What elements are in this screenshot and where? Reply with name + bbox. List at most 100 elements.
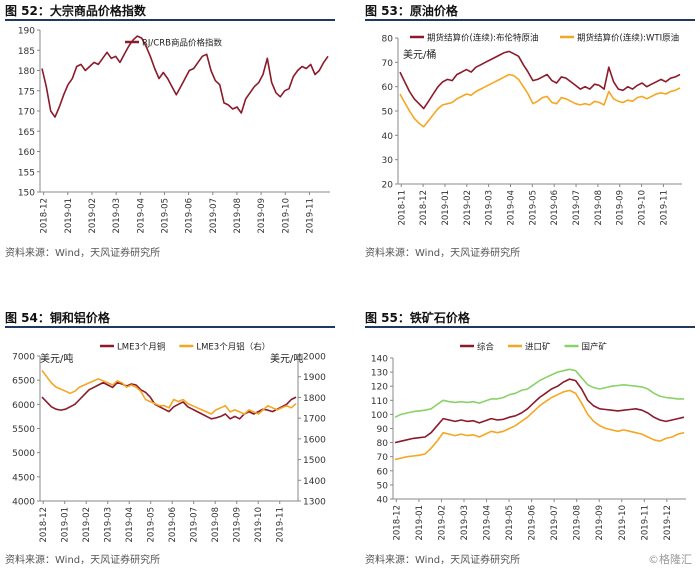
copper_aluminum-ytick-right-label: 2000 — [303, 353, 326, 363]
copper_aluminum-ytick-label: 7000 — [12, 353, 35, 363]
copper_aluminum-xtick-label: 2019-04 — [125, 507, 135, 543]
copper_aluminum-unit-label-right: 美元/吨 — [270, 352, 303, 365]
oil-ytick-label: 20 — [382, 181, 394, 191]
oil-ytick-label: 60 — [382, 83, 394, 93]
crb-xtick-label: 2019-03 — [112, 198, 122, 234]
iron_ore-series-2-line — [394, 368, 684, 418]
copper_aluminum-ytick-label: 5500 — [12, 425, 35, 435]
copper_aluminum-ytick-label: 6500 — [12, 377, 35, 387]
crb-xtick-label: 2019-10 — [281, 198, 291, 234]
oil-xtick-label: 2019-02 — [463, 190, 473, 226]
iron_ore-ytick-label: 120 — [371, 383, 388, 393]
copper_aluminum-xtick-label: 2019-06 — [168, 507, 178, 543]
panel-52-source: 资料来源：Wind，天风证券研究所 — [5, 248, 161, 259]
crb-xtick-label: 2019-01 — [64, 198, 74, 234]
iron_ore-xtick-label: 2019-06 — [528, 505, 538, 541]
crb-xtick-label: 2018-12 — [40, 198, 50, 234]
panel-52-title: 图 52：大宗商品价格指数 — [5, 4, 146, 18]
oil-xtick-label: 2019-08 — [594, 190, 604, 226]
copper_aluminum-xtick-label: 2019-11 — [276, 507, 286, 543]
crb-xtick-label: 2019-07 — [209, 198, 219, 234]
panel-55-source: 资料来源：Wind，天风证券研究所 — [365, 555, 521, 566]
crb-ytick-label: 165 — [18, 128, 35, 138]
iron_ore-xtick-label: 2019-01 — [415, 505, 425, 541]
panel-55-title-rule — [365, 326, 695, 328]
copper_aluminum-xtick-label: 2019-03 — [104, 507, 114, 543]
copper_aluminum-ytick-right-label: 1300 — [303, 498, 326, 508]
iron_ore-xtick-label: 2019-07 — [550, 505, 560, 541]
copper_aluminum-ytick-label: 4500 — [12, 473, 35, 483]
copper_aluminum-xtick-label: 2019-10 — [254, 507, 264, 543]
panel-54-title: 图 54：铜和铝价格 — [5, 311, 110, 325]
iron_ore-legend-label-1: 进口矿 — [525, 342, 551, 353]
crb-xtick-label: 2019-09 — [257, 198, 267, 234]
oil-xtick-label: 2018-11 — [397, 190, 407, 226]
copper_aluminum-ytick-label: 6000 — [12, 401, 35, 411]
oil-xtick-label: 2019-05 — [528, 190, 538, 226]
copper_aluminum-ytick-right-label: 1600 — [303, 435, 326, 445]
copper_aluminum-xtick-label: 2019-08 — [211, 507, 221, 543]
oil-xtick-label: 2019-01 — [441, 190, 451, 226]
copper_aluminum-xtick-label: 2019-02 — [82, 507, 92, 543]
iron_ore-xtick-label: 2019-09 — [595, 505, 605, 541]
iron_ore-ytick-label: 90 — [377, 425, 389, 435]
copper_aluminum-ytick-right-label: 1400 — [303, 477, 326, 487]
panel-54-title-rule — [5, 326, 335, 328]
oil-ytick-label: 50 — [382, 108, 394, 118]
oil-legend-label-1: 期货结算价(连续):WTI原油 — [577, 33, 679, 44]
oil-ytick-label: 80 — [382, 35, 394, 45]
iron_ore-series-0-line — [394, 378, 685, 444]
oil-xtick-label: 2019-09 — [616, 190, 626, 226]
crb-xtick-label: 2019-11 — [305, 198, 315, 234]
iron_ore-ytick-label: 40 — [377, 496, 389, 506]
copper_aluminum-unit-label-left: 美元/吨 — [40, 352, 73, 365]
iron_ore-legend-label-2: 国产矿 — [582, 342, 608, 353]
panel-53-title: 图 53：原油价格 — [365, 4, 458, 18]
iron_ore-xtick-label: 2019-12 — [663, 505, 673, 541]
oil-xtick-label: 2019-06 — [550, 190, 560, 226]
oil-xtick-label: 2018-12 — [419, 190, 429, 226]
oil-legend-label-0: 期货结算价(连续):布伦特原油 — [427, 33, 539, 44]
crb-ytick-label: 150 — [18, 189, 35, 199]
iron_ore-xtick-label: 2019-10 — [618, 505, 628, 541]
crb-ytick-label: 190 — [18, 27, 35, 37]
oil-series-0-line — [399, 50, 681, 110]
copper_aluminum-ytick-right-label: 1900 — [303, 373, 326, 383]
panel-53-title-rule — [365, 19, 695, 21]
oil-ytick-label: 30 — [382, 156, 394, 166]
crb-ytick-label: 185 — [18, 47, 35, 57]
oil-xtick-label: 2019-03 — [485, 190, 495, 226]
copper_aluminum-xtick-label: 2019-07 — [190, 507, 200, 543]
crb-ytick-label: 175 — [18, 87, 35, 97]
iron_ore-xtick-label: 2019-11 — [640, 505, 650, 541]
oil-xtick-label: 2019-04 — [507, 190, 517, 226]
copper_aluminum-ytick-right-label: 1800 — [303, 394, 326, 404]
iron_ore-xtick-label: 2019-02 — [437, 505, 447, 541]
crb-series-0-line — [41, 35, 329, 118]
iron_ore-ytick-label: 100 — [371, 411, 388, 421]
iron_ore-ytick-label: 70 — [377, 453, 389, 463]
panel-52-title-rule — [5, 19, 335, 21]
iron_ore-xtick-label: 2019-03 — [460, 505, 470, 541]
iron_ore-legend-label-0: 综合 — [477, 342, 495, 353]
crb-ytick-label: 160 — [18, 148, 35, 158]
iron_ore-ytick-label: 140 — [371, 355, 388, 365]
oil-xtick-label: 2019-10 — [638, 190, 648, 226]
iron_ore-ytick-label: 80 — [377, 439, 389, 449]
oil-ytick-label: 70 — [382, 59, 394, 69]
copper_aluminum-ytick-right-label: 1500 — [303, 456, 326, 466]
iron_ore-xtick-label: 2019-04 — [483, 505, 493, 541]
copper_aluminum-xtick-label: 2019-09 — [233, 507, 243, 543]
iron_ore-ytick-label: 60 — [377, 467, 389, 477]
copper_aluminum-ytick-label: 4000 — [12, 498, 35, 508]
crb-xtick-label: 2019-04 — [136, 198, 146, 234]
crb-xtick-label: 2019-08 — [233, 198, 243, 234]
crb-xtick-label: 2019-06 — [185, 198, 195, 234]
iron_ore-xtick-label: 2019-05 — [505, 505, 515, 541]
panel-54-source: 资料来源：Wind，天风证券研究所 — [5, 555, 161, 566]
copper_aluminum-xtick-label: 2019-01 — [61, 507, 71, 543]
iron_ore-xtick-label: 2019-08 — [573, 505, 583, 541]
crb-ytick-label: 155 — [18, 168, 35, 178]
copper_aluminum-series-0-line — [41, 381, 297, 420]
